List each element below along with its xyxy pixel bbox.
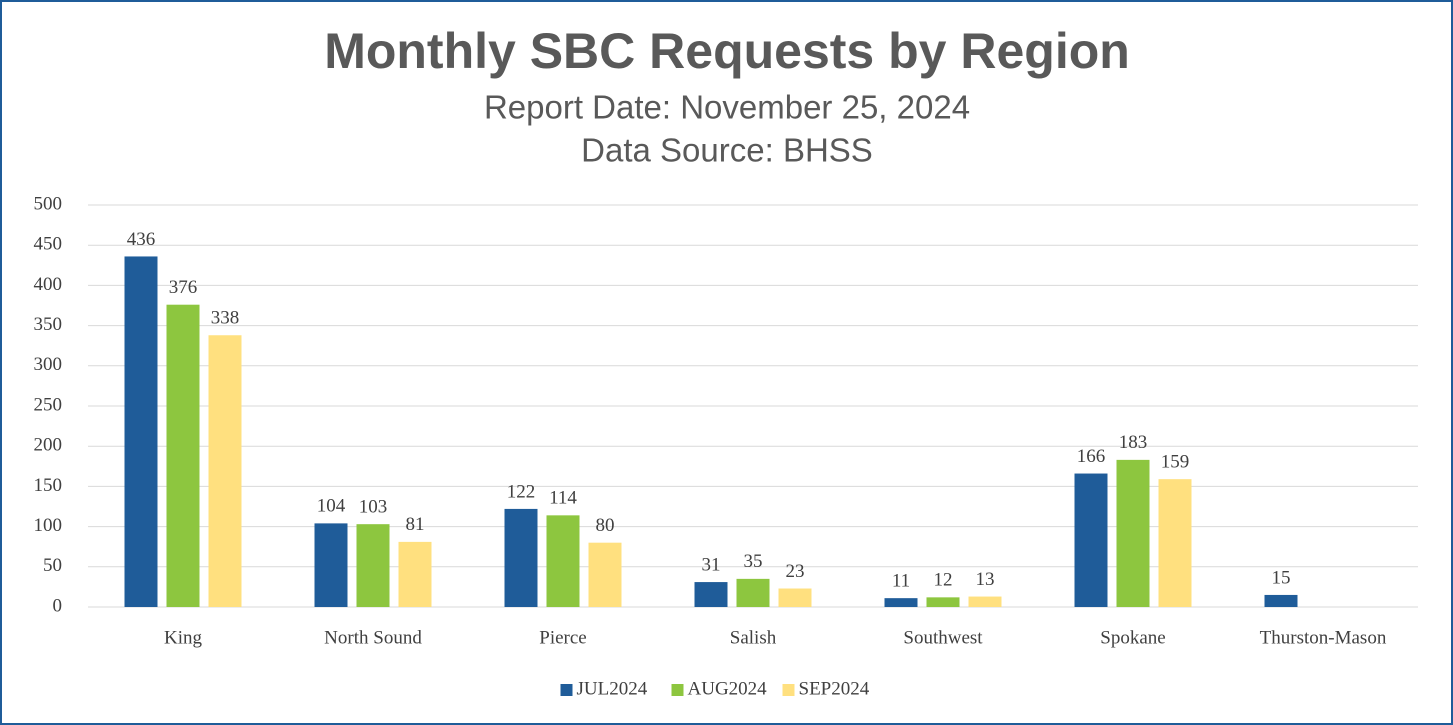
bar [124,256,158,607]
y-tick-label: 250 [34,394,63,415]
data-label: 122 [507,481,536,502]
data-label: 114 [549,488,577,509]
data-label: 103 [359,497,388,518]
y-tick-label: 50 [43,555,62,576]
data-label: 15 [1272,567,1291,588]
bar [398,541,432,607]
data-label: 31 [702,554,721,575]
bar [1158,479,1192,607]
y-tick-label: 350 [34,314,63,335]
y-tick-label: 400 [34,274,63,295]
legend-swatch [560,684,573,696]
data-label: 376 [169,277,198,298]
x-tick-label: Southwest [903,627,983,648]
data-label: 12 [934,570,953,591]
bar [1116,459,1150,607]
x-tick-label: King [164,627,203,648]
bar [1074,473,1108,607]
data-label: 166 [1077,446,1106,467]
data-label: 338 [211,308,240,329]
y-tick-label: 300 [34,354,63,375]
chart-title: Monthly SBC Requests by Region [324,23,1130,79]
chart-subtitle: Report Date: November 25, 2024 [484,89,970,126]
data-label: 436 [127,229,156,250]
data-label: 23 [786,561,805,582]
bar [314,523,348,607]
bar [546,515,580,607]
y-tick-label: 100 [34,515,63,536]
bar [884,598,918,607]
y-tick-label: 0 [53,595,63,616]
y-tick-label: 200 [34,435,63,456]
data-label: 81 [406,514,425,535]
legend-label: SEP2024 [799,678,870,699]
data-label: 80 [596,515,615,536]
data-label: 159 [1161,452,1190,473]
bar [968,596,1002,607]
data-label: 11 [892,571,910,592]
data-label: 104 [317,496,346,517]
x-tick-label: Salish [730,627,777,648]
x-tick-label: Pierce [539,627,586,648]
y-tick-label: 450 [34,234,63,255]
bar [778,588,812,607]
legend-label: AUG2024 [688,678,768,699]
y-tick-label: 150 [34,475,63,496]
data-label: 13 [976,569,995,590]
bar [356,524,390,607]
bar [166,304,200,607]
chart-subtitle: Data Source: BHSS [581,132,873,169]
x-tick-label: Thurston-Mason [1260,627,1387,648]
bar [588,542,622,607]
x-tick-label: Spokane [1100,627,1165,648]
data-label: 35 [744,551,763,572]
legend-swatch [782,684,795,696]
bar [504,508,538,607]
legend-swatch [671,684,684,696]
legend-label: JUL2024 [577,678,648,699]
bar [1264,594,1298,607]
x-tick-label: North Sound [324,627,422,648]
bar [736,578,770,607]
data-label: 183 [1119,432,1148,453]
y-tick-label: 500 [34,193,63,214]
bar [926,597,960,607]
bar [694,582,728,607]
bar [208,335,242,607]
